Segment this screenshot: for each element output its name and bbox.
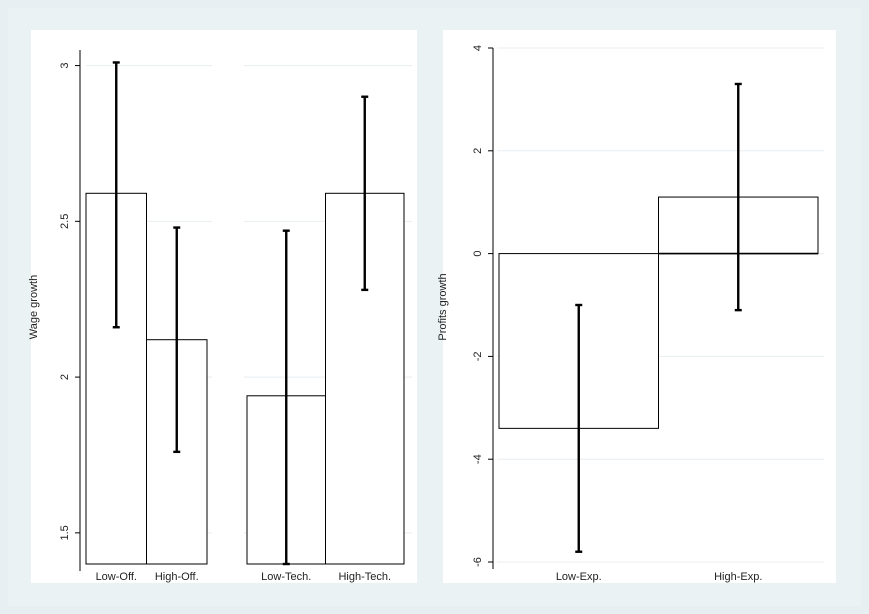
wage-x-tick-label: Low-Tech. [261,571,311,583]
wage-y-tick-label: 2 [59,374,71,380]
profits-chart: -6 -4 -2 0 2 4 Low-Exp. High-Exp. [472,45,824,583]
wage-ylabel: Wage growth [28,275,40,339]
wage-y-tick-label: 2.5 [59,214,71,229]
wage-x-tick-label: High-Tech. [338,571,391,583]
wage-x-tick-label: High-Off. [155,571,199,583]
wage-y-tick-label: 1.5 [59,525,71,540]
profits-y-tick-label: -2 [472,352,484,362]
profits-x-tick-label: High-Exp. [714,571,762,583]
profits-y-tick-label: 4 [472,45,484,51]
wage-y-tick-label: 3 [59,63,71,69]
profits-y-tick-label: -4 [472,454,484,464]
profits-y-tick-label: 2 [472,148,484,154]
profits-y-tick-label: -6 [472,557,484,567]
profits-x-tick-label: Low-Exp. [556,571,602,583]
profits-y-tick-label: 0 [472,251,484,257]
wage-chart: 1.5 2 2.5 3 Low-Off. High-Off. Low-Tech. High-T… [59,50,412,583]
wage-x-tick-label: Low-Off. [96,571,137,583]
profits-ylabel: Profits growth [437,273,449,340]
